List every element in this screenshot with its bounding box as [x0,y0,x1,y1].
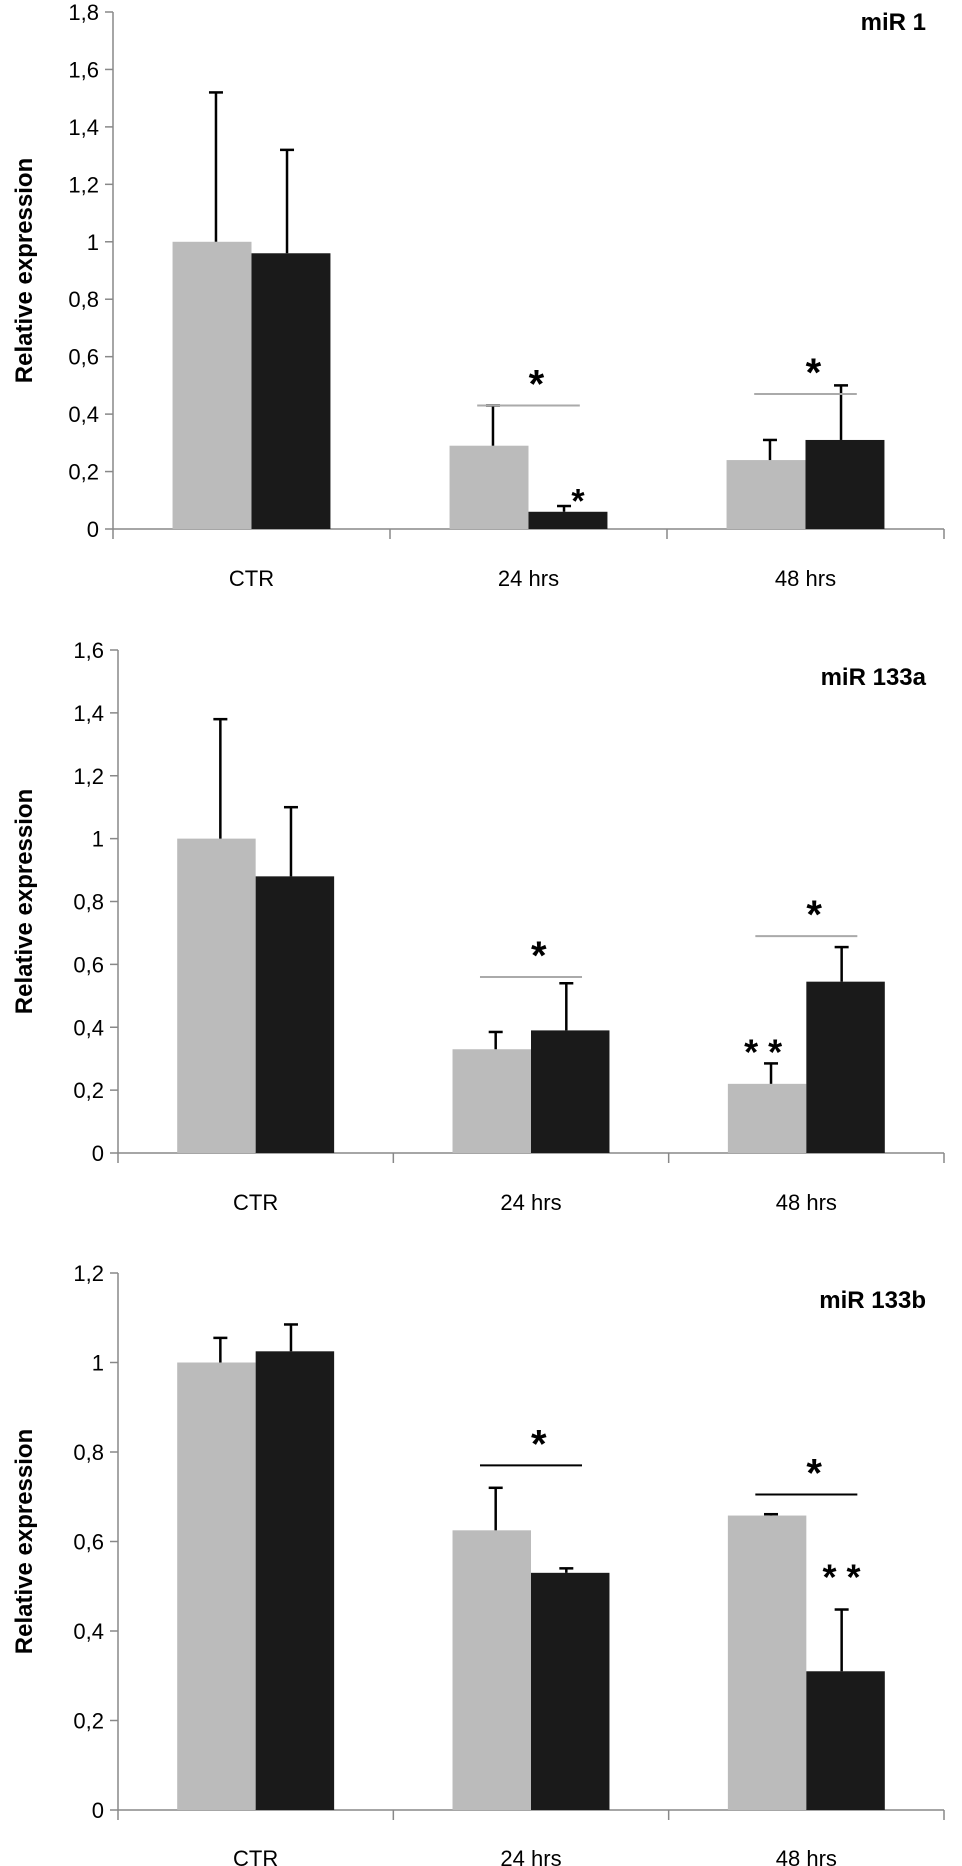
bar [727,1515,807,1810]
x-category-label: CTR [233,1846,278,1866]
significance-marker: * [531,934,547,978]
significance-marker: * [806,351,822,395]
y-tick-label: 1,6 [73,638,104,663]
significance-marker: * * [823,1556,861,1597]
bar [531,1572,610,1810]
y-tick-label: 0 [87,517,99,542]
y-tick-label: 1,6 [68,57,99,82]
y-tick-label: 1 [92,827,104,852]
y-tick-label: 0,2 [73,1709,104,1734]
bar [805,439,885,529]
x-category-label: 24 hrs [500,1190,561,1215]
y-axis-title: Relative expression [11,158,38,383]
x-category-label: CTR [233,1190,278,1215]
significance-marker: * [806,1452,822,1496]
chart-title: miR 133b [819,1287,926,1314]
bar [255,876,335,1153]
significance-marker: * [531,1422,547,1466]
chart-panel-mir1: 0 0,2 0,4 0,6 0,8 1 1,2 1,4 1,6 1,8 CTR 24 hrs 48 hr… [11,0,945,591]
bar [251,253,331,529]
x-category-label: 24 hrs [498,566,559,591]
bar [452,1049,531,1153]
y-tick-label: 1,4 [68,115,99,140]
bar [726,460,806,529]
y-tick-label: 0,4 [68,402,99,427]
significance-marker: * [571,482,585,520]
y-tick-label: 1,8 [68,0,99,25]
y-tick-label: 0 [92,1141,104,1166]
y-tick-label: 0,4 [73,1619,104,1644]
y-tick-label: 0,6 [73,1530,104,1555]
y-axis-title: Relative expression [11,1429,38,1654]
x-category-label: 24 hrs [500,1846,561,1866]
chart-title: miR 1 [861,9,926,36]
chart-panel-mir133a: 0 0,2 0,4 0,6 0,8 1 1,2 1,4 1,6 CTR 24 hrs 48 hrs * *… [11,638,945,1215]
y-tick-label: 1,2 [68,172,99,197]
x-category-label: 48 hrs [776,1846,837,1866]
bar [528,511,608,529]
chart-title: miR 133a [821,664,927,691]
bar [177,1362,256,1810]
y-tick-label: 0,8 [73,1440,104,1465]
y-tick-label: 0,6 [73,952,104,977]
x-category-label: 48 hrs [776,1190,837,1215]
y-axis-title: Relative expression [11,789,38,1014]
y-tick-label: 0,2 [68,460,99,485]
y-tick-label: 1,4 [73,701,104,726]
y-tick-label: 1,2 [73,764,104,789]
chart-panel-mir133b: 0 0,2 0,4 0,6 0,8 1 1,2 CTR 24 hrs 48 hrs * * * * Rel… [11,1261,945,1866]
significance-marker: * * [744,1031,782,1072]
x-category-label: CTR [229,566,274,591]
bar [449,445,529,529]
y-tick-label: 0,2 [73,1078,104,1103]
bar [255,1351,335,1810]
y-tick-label: 1 [92,1351,104,1376]
significance-marker: * [529,362,545,406]
y-tick-label: 0 [92,1798,104,1823]
bar [531,1030,610,1153]
bar [172,241,252,529]
x-category-label: 48 hrs [775,566,836,591]
bar [806,1671,885,1810]
y-tick-label: 0,4 [73,1015,104,1040]
bar [727,1083,807,1153]
y-tick-label: 0,6 [68,345,99,370]
y-tick-label: 1 [87,230,99,255]
bar [806,981,885,1153]
significance-marker: * [806,893,822,937]
bar [177,838,256,1153]
y-tick-label: 0,8 [73,890,104,915]
y-tick-label: 1,2 [73,1261,104,1286]
bar [452,1530,531,1810]
y-tick-label: 0,8 [68,287,99,312]
